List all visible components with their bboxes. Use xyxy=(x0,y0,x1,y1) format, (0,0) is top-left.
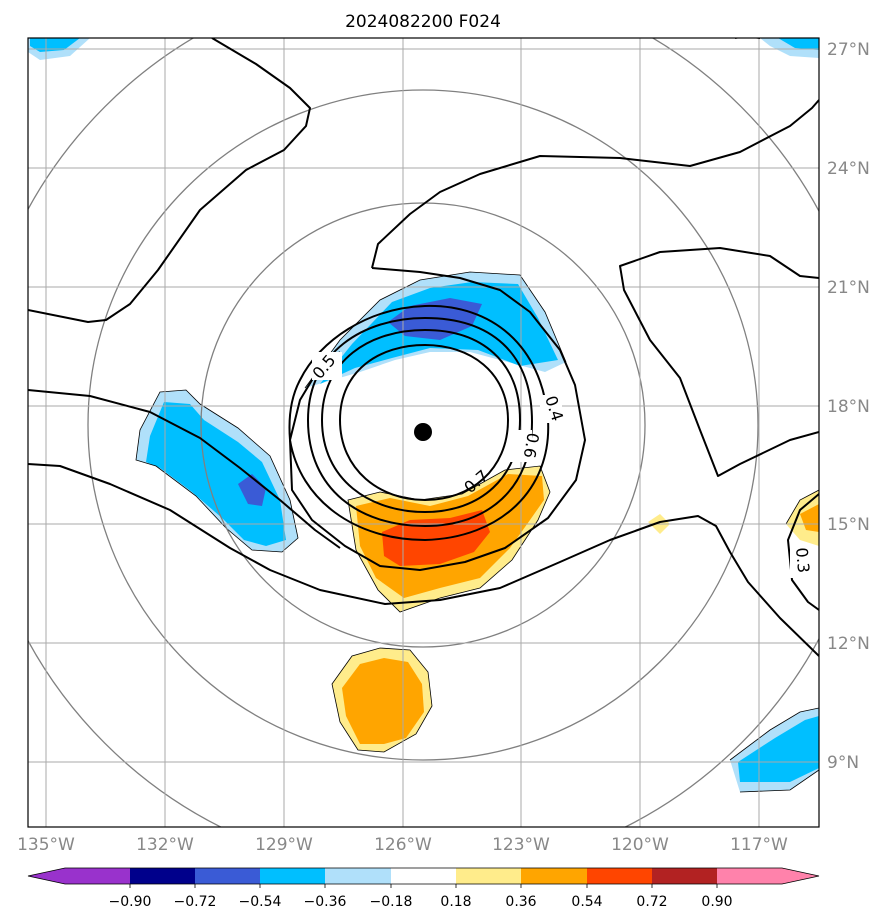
colorbar-segment xyxy=(130,868,195,884)
lon-label: 129°W xyxy=(255,835,313,855)
lat-label: 12°N xyxy=(827,634,870,654)
colorbar-segment xyxy=(587,868,652,884)
lat-label: 21°N xyxy=(827,278,870,298)
colorbar-segment xyxy=(28,868,130,884)
colorbar-tick: −0.54 xyxy=(239,894,282,910)
colorbar-tick: −0.72 xyxy=(174,894,217,910)
colorbar-segment xyxy=(391,868,456,884)
colorbar-tick: 0.54 xyxy=(571,894,602,910)
colorbar-tick: 0.36 xyxy=(505,894,536,910)
latitude-labels: 27°N 24°N 21°N 18°N 15°N 12°N 9°N xyxy=(827,40,870,773)
lat-label: 27°N xyxy=(827,40,870,60)
colorbar: −0.90 −0.72 −0.54 −0.36 −0.18 0.18 0.36 … xyxy=(27,867,820,910)
lon-label: 135°W xyxy=(17,835,75,855)
colorbar-segment xyxy=(652,868,717,884)
graticule xyxy=(28,38,819,827)
colorbar-segment xyxy=(717,868,819,884)
contour-labels: 0.4 0.5 0.6 0.7 0.3 xyxy=(309,351,813,578)
lat-label: 24°N xyxy=(827,159,870,179)
contour-label-0-3: 0.3 xyxy=(792,547,813,574)
colorbar-segment xyxy=(195,868,260,884)
lat-label: 18°N xyxy=(827,397,870,417)
thick-contours xyxy=(28,38,819,657)
colorbar-tick: −0.90 xyxy=(109,894,152,910)
colorbar-segment xyxy=(260,868,325,884)
colorbar-tick: −0.36 xyxy=(304,894,347,910)
colorbar-segment xyxy=(521,868,587,884)
colorbar-segment xyxy=(456,868,521,884)
longitude-labels: 135°W 132°W 129°W 126°W 123°W 120°W 117°… xyxy=(17,835,788,855)
storm-center-marker xyxy=(414,423,432,441)
colorbar-segment xyxy=(325,868,391,884)
map-title: 2024082200 F024 xyxy=(345,12,501,32)
lat-label: 15°N xyxy=(827,515,870,535)
lon-label: 120°W xyxy=(611,835,669,855)
colorbar-tick: −0.18 xyxy=(370,894,413,910)
contour-label-0-6: 0.6 xyxy=(520,431,543,459)
colorbar-tick: 0.90 xyxy=(701,894,732,910)
colorbar-tick: 0.72 xyxy=(636,894,667,910)
lon-label: 123°W xyxy=(492,835,550,855)
colorbar-outline xyxy=(27,867,820,885)
colorbar-tick: 0.18 xyxy=(440,894,471,910)
range-rings xyxy=(28,38,819,827)
map-frame xyxy=(27,37,820,828)
lon-label: 126°W xyxy=(374,835,432,855)
lat-label: 9°N xyxy=(827,753,859,773)
lon-label: 117°W xyxy=(730,835,788,855)
lon-label: 132°W xyxy=(136,835,194,855)
